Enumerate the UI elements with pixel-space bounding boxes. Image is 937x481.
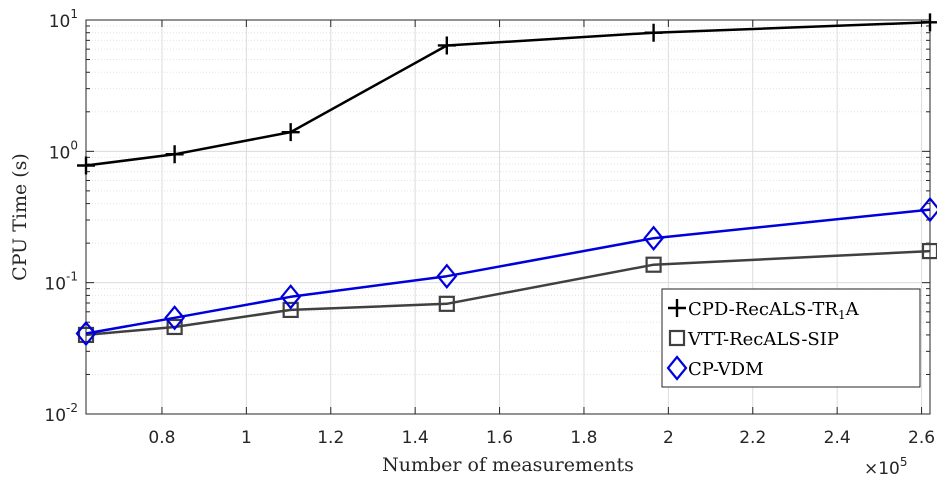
y-tick-base: 10 (44, 406, 66, 426)
diamond-marker (666, 355, 688, 381)
y-axis-label: CPU Time (s) (9, 153, 31, 281)
square-marker (166, 318, 183, 336)
x-tick-label: 1 (241, 428, 252, 448)
legend-label: VTT-RecALS-SIP (687, 329, 839, 350)
legend-label: CP-VDM (688, 359, 764, 380)
square-marker (921, 242, 937, 260)
diamond-marker (164, 305, 186, 331)
y-tick-exponent: -2 (66, 401, 78, 415)
x-axis-label: Number of measurements (382, 454, 634, 476)
y-tick-label: 10-2 (44, 401, 78, 426)
legend-subscript: 1 (838, 308, 846, 322)
square-marker (668, 329, 686, 347)
x-tick-label: 0.8 (148, 428, 175, 448)
series-line (85, 21, 931, 167)
series-layer (75, 13, 937, 347)
series-square (77, 242, 937, 344)
y-tick-label: 10-1 (44, 270, 78, 295)
square-marker (438, 295, 455, 312)
legend-item: VTT-RecALS-SIP (668, 329, 839, 350)
legend-item: CPD-RecALS-TR1A (668, 299, 860, 322)
legend-name: VTT-RecALS-SIP (687, 329, 839, 350)
x-multiplier-base: ×10 (864, 459, 900, 479)
x-tick-label: 1.8 (570, 428, 597, 448)
y-tick-base: 10 (49, 12, 71, 32)
diamond-marker (436, 263, 458, 289)
y-tick-base: 10 (44, 275, 66, 295)
x-tick-label: 1.4 (402, 428, 429, 448)
series-line (85, 208, 931, 335)
plus-marker (644, 23, 663, 42)
plus-marker (77, 156, 95, 175)
x-tick-label: 2.6 (908, 428, 935, 448)
legend-name: CP-VDM (688, 359, 764, 380)
plus-marker (668, 299, 686, 317)
x-tick-label: 1.2 (317, 428, 344, 448)
y-tick-exponent: 0 (70, 138, 78, 152)
plus-marker (437, 36, 456, 55)
x-tick-label: 2.4 (824, 428, 851, 448)
series-line (85, 249, 931, 337)
diamond-marker (919, 196, 937, 223)
square-marker (282, 301, 299, 319)
y-tick-base: 10 (49, 143, 71, 163)
plus-marker (165, 145, 184, 164)
plus-marker (921, 13, 937, 32)
legend: CPD-RecALS-TR1A VTT-RecALS-SIP CP-VDM (661, 288, 921, 388)
legend-name: CPD-RecALS-TR (688, 299, 838, 320)
series-diamond (75, 196, 937, 347)
x-axis-multiplier: ×105 (864, 455, 908, 479)
diamond-marker (643, 225, 665, 251)
x-tick-labels: 0.8 1 1.2 1.4 1.6 1.8 2 2.2 2.4 2.6 (148, 428, 935, 448)
legend-label: CPD-RecALS-TR1A (688, 299, 860, 322)
x-tick-label: 2.2 (739, 428, 766, 448)
y-tick-exponent: -1 (66, 270, 78, 284)
tick-marks (86, 19, 930, 415)
diamond-marker (75, 320, 97, 347)
legend-item: CP-VDM (666, 355, 764, 381)
legend-box (661, 288, 921, 388)
y-tick-label: 101 (49, 7, 78, 32)
x-tick-label: 2 (663, 428, 674, 448)
square-marker (645, 256, 662, 273)
series-plus (77, 13, 937, 175)
plus-marker (281, 123, 300, 142)
plot-frame (85, 19, 931, 415)
x-tick-label: 1.6 (486, 428, 513, 448)
legend-suffix: A (845, 299, 860, 320)
y-tick-label: 100 (49, 138, 78, 163)
y-tick-exponent: 1 (70, 7, 78, 21)
x-multiplier-exponent: 5 (900, 455, 908, 469)
diamond-marker (280, 284, 302, 310)
